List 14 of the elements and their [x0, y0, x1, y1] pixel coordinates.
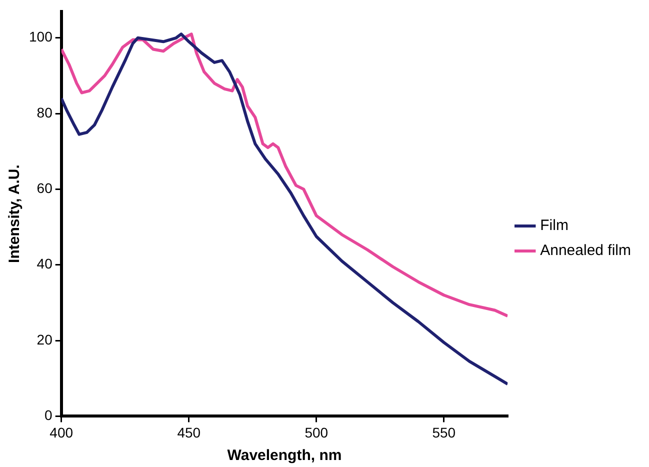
x-tick-label: 400 — [50, 424, 74, 440]
legend-label: Film — [540, 217, 568, 234]
y-tick-label: 60 — [36, 180, 53, 196]
y-tick-label: 0 — [44, 407, 53, 424]
y-tick-label: 100 — [29, 28, 53, 45]
legend-label: Annealed film — [540, 242, 632, 260]
y-tick-label: 40 — [36, 256, 53, 272]
y-tick-label: 20 — [36, 331, 53, 348]
x-axis-title: Wavelength, nm — [227, 447, 342, 464]
x-tick-label: 450 — [177, 424, 201, 440]
x-tick-label: 550 — [432, 424, 456, 440]
y-axis-title: Intensity, A.U. — [6, 164, 24, 263]
y-tick-label: 80 — [36, 104, 53, 120]
x-tick-label: 500 — [304, 424, 328, 440]
